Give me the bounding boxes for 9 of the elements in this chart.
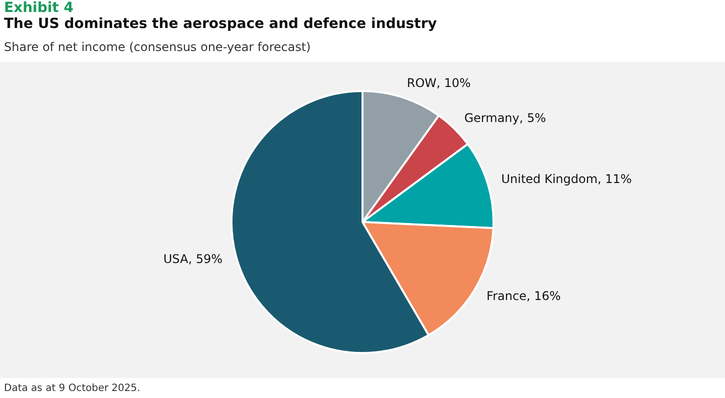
chart-subtitle: Share of net income (consensus one-year forecast) [4, 40, 311, 54]
slice-label: ROW, 10% [406, 76, 471, 90]
slice-label: United Kingdom, 11% [501, 172, 632, 186]
chart-title: The US dominates the aerospace and defence industry [4, 16, 437, 32]
slice-label: France, 16% [486, 289, 561, 304]
text: Data as at 9 October 2025. [4, 383, 140, 394]
text: Exhibit 4 [4, 0, 74, 16]
slice-label: Germany, 5% [464, 110, 546, 125]
slice-label: USA, 59% [163, 252, 223, 266]
